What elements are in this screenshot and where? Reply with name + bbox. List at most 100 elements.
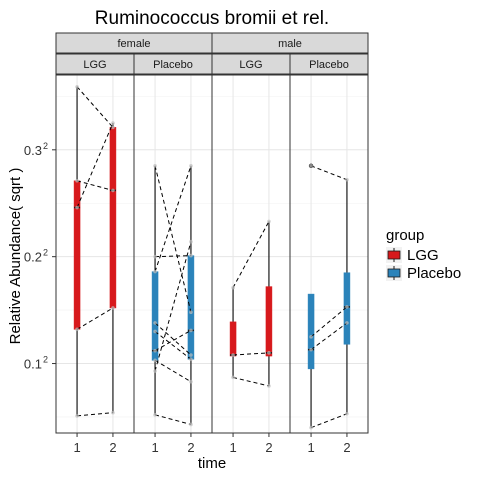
- data-point: [111, 121, 115, 125]
- data-point: [189, 379, 193, 384]
- y-tick-exponent: 2: [43, 141, 48, 151]
- data-point: [75, 414, 79, 418]
- subject-line: [154, 331, 192, 360]
- subject-line: [76, 86, 114, 128]
- x-tick-label: 2: [343, 440, 350, 455]
- subject-line: [233, 352, 269, 356]
- x-tick-label: 2: [187, 440, 194, 455]
- data-point: [111, 188, 115, 193]
- legend-key-box: [387, 268, 401, 278]
- legend-label: LGG: [407, 247, 439, 264]
- data-point: [153, 321, 157, 325]
- facet-label-Placebo: Placebo: [153, 59, 193, 71]
- y-tick-label: 0.1: [24, 357, 42, 372]
- x-tick-label: 2: [109, 440, 116, 455]
- data-point: [309, 347, 313, 352]
- subject-line: [154, 241, 192, 372]
- data-point: [111, 306, 115, 310]
- panel-female-Placebo: [133, 74, 213, 434]
- box: [73, 180, 81, 330]
- data-point: [231, 353, 235, 357]
- data-point: [345, 305, 349, 309]
- data-point: [111, 410, 115, 415]
- facet-label-LGG: LGG: [83, 59, 106, 71]
- data-point: [153, 348, 157, 353]
- subject-line: [76, 180, 114, 191]
- data-point: [189, 164, 193, 168]
- subject-line: [232, 376, 270, 387]
- data-point: [267, 219, 271, 224]
- data-point: [153, 164, 157, 168]
- facet-strip-sub: [289, 53, 369, 75]
- y-tick-label: 0.3: [24, 143, 42, 158]
- x-tick-label: 1: [229, 440, 236, 455]
- data-point: [267, 351, 271, 355]
- data-point: [189, 422, 193, 427]
- data-point: [153, 369, 157, 373]
- facet-label-Placebo: Placebo: [309, 59, 349, 71]
- subject-line: [310, 322, 348, 351]
- data-point: [309, 164, 313, 168]
- box: [229, 321, 237, 357]
- data-point: [153, 413, 157, 417]
- data-point: [153, 254, 157, 259]
- box: [307, 293, 315, 370]
- legend-entry-LGG: LGG: [386, 247, 439, 264]
- subject-line: [154, 414, 192, 425]
- data-point: [189, 239, 193, 244]
- panel-male-LGG: [211, 74, 291, 434]
- x-axis: 1 2 1 2 1 2 1 2: [73, 433, 351, 455]
- data-point: [75, 84, 79, 89]
- box: [265, 286, 273, 357]
- facet-label-male: male: [278, 38, 302, 50]
- panel-background: [56, 75, 134, 433]
- data-point: [309, 425, 313, 430]
- y-tick-label: 0.2: [24, 250, 42, 265]
- facet-label-LGG: LGG: [239, 59, 262, 71]
- x-tick-label: 1: [151, 440, 158, 455]
- subject-line: [154, 322, 192, 356]
- facet-strips: female male LGG Placebo LGG Placebo: [55, 32, 369, 75]
- subject-line: [155, 255, 191, 258]
- data-point: [153, 269, 157, 274]
- data-point: [189, 353, 193, 357]
- data-point: [75, 205, 79, 210]
- data-point: [345, 411, 349, 416]
- subject-line: [154, 165, 192, 272]
- chart-title: Ruminococcus bromii et rel.: [95, 8, 329, 29]
- data-point: [309, 335, 313, 339]
- data-point: [153, 329, 157, 334]
- data-point: [189, 253, 193, 258]
- data-point: [231, 285, 235, 290]
- data-point: [345, 321, 349, 325]
- data-point: [111, 125, 115, 130]
- panel-female-LGG: [55, 74, 135, 434]
- panel-border: [289, 74, 369, 434]
- subject-line: [77, 412, 113, 417]
- x-axis-title: time: [198, 455, 226, 472]
- x-tick-label: 1: [307, 440, 314, 455]
- x-tick-label: 1: [73, 440, 80, 455]
- panel-male-Placebo: [289, 74, 369, 434]
- legend-label: Placebo: [407, 265, 461, 282]
- x-tick-label: 2: [265, 440, 272, 455]
- data-point: [189, 357, 193, 362]
- subject-line: [232, 221, 270, 288]
- data-point: [189, 328, 193, 333]
- data-point: [231, 375, 235, 380]
- data-point: [153, 358, 157, 363]
- facet-label-female: female: [117, 38, 150, 50]
- subject-line: [310, 306, 348, 338]
- panel-background: [134, 75, 212, 433]
- legend-entry-Placebo: Placebo: [386, 265, 461, 282]
- box: [151, 271, 159, 361]
- subject-line: [76, 122, 114, 208]
- facet-panels: [55, 74, 369, 434]
- facet-strip-top: [211, 32, 369, 54]
- y-tick-exponent: 2: [43, 248, 48, 258]
- legend-title: group: [386, 227, 424, 244]
- panel-background: [290, 75, 368, 433]
- box: [187, 255, 195, 360]
